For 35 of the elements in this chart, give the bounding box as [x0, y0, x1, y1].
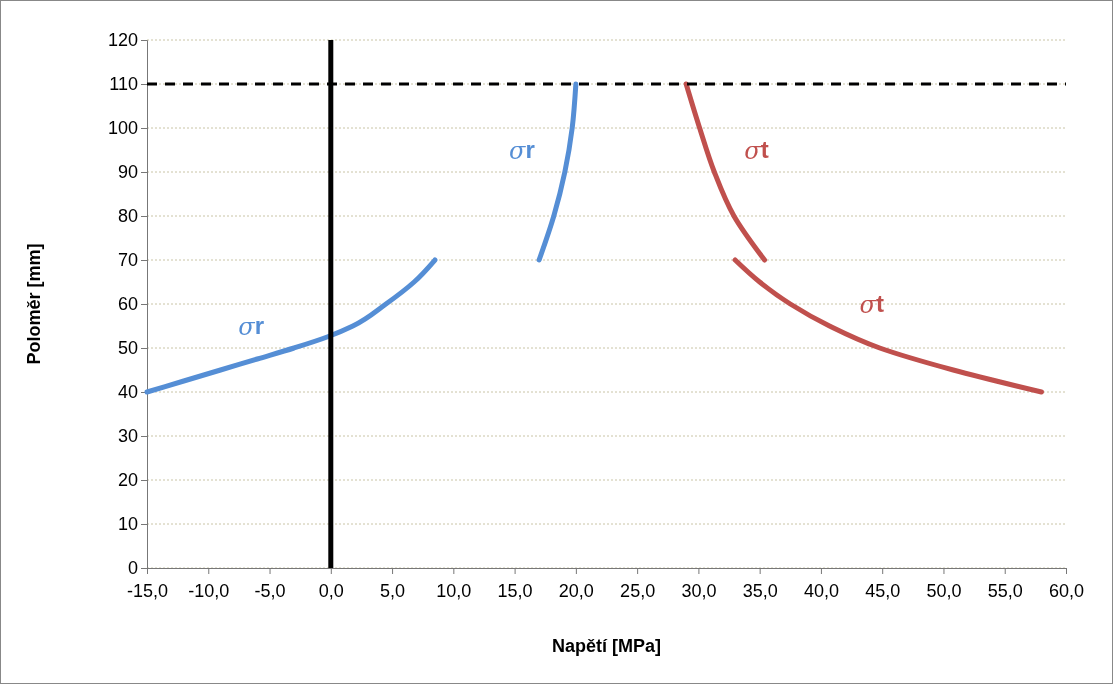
x-tick-label: 20,0 — [558, 580, 594, 601]
y-tick-label: 20 — [117, 470, 138, 491]
x-tick-label: 10,0 — [436, 580, 472, 601]
x-tick-label: 55,0 — [987, 580, 1023, 601]
x-tick-label: 50,0 — [926, 580, 962, 601]
x-tick-label: 15,0 — [497, 580, 533, 601]
y-tick-label: 120 — [107, 30, 138, 51]
y-tick-label: 40 — [117, 382, 138, 403]
y-axis-title: Poloměr [mm] — [24, 243, 44, 365]
series-label: σr — [509, 136, 535, 165]
x-tick-label: 0,0 — [318, 580, 344, 601]
series-label: σt — [859, 290, 884, 319]
x-tick-label: 40,0 — [803, 580, 839, 601]
series-label: σt — [744, 136, 769, 165]
x-tick-label: 5,0 — [380, 580, 406, 601]
y-tick-label: 90 — [117, 162, 138, 183]
x-tick-label: 45,0 — [865, 580, 901, 601]
series-label: σr — [238, 312, 265, 341]
x-tick-label: 35,0 — [742, 580, 778, 601]
y-tick-label: 60 — [117, 294, 138, 315]
y-tick-label: 30 — [117, 426, 138, 447]
x-tick-label: 60,0 — [1048, 580, 1085, 601]
y-tick-label: 70 — [117, 250, 138, 271]
x-tick-label: -15,0 — [126, 580, 169, 601]
y-tick-label: 10 — [117, 514, 138, 535]
x-axis-title: Napětí [MPa] — [551, 636, 662, 656]
x-tick-label: 30,0 — [681, 580, 717, 601]
x-tick-label: -10,0 — [188, 580, 230, 601]
x-tick-label: 25,0 — [620, 580, 656, 601]
y-tick-label: 100 — [107, 118, 138, 139]
y-tick-label: 110 — [109, 74, 138, 95]
y-tick-label: 50 — [117, 338, 138, 359]
y-tick-label: 80 — [117, 206, 138, 227]
x-tick-label: -5,0 — [254, 580, 286, 601]
y-tick-label: 0 — [127, 558, 138, 579]
